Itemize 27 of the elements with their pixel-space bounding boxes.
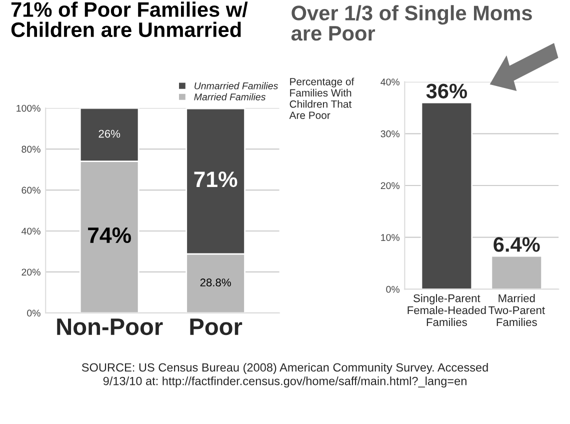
x-tick-label: Married Two-Parent Families [488, 294, 545, 326]
y-tick-label: 10% [381, 234, 400, 241]
x-tick-label: Non-Poor [57, 318, 163, 336]
y-tick-label: 40% [22, 228, 40, 235]
y-tick-label: 80% [22, 146, 40, 153]
legend-label: Married Families [194, 93, 266, 100]
chart-title: 71% of Poor Families w/ Children are Unmarried [11, 2, 248, 38]
y-tick-label: 0% [386, 286, 400, 293]
y-tick-label: 20% [22, 268, 40, 276]
chart-title: Over 1/3 of Single Moms are Poor [291, 5, 532, 41]
data-label: 36% [426, 84, 467, 98]
source-note: SOURCE: US Census Bureau (2008) American Community Survey. Accessed 9/13/10 at: http://factfinder.census.gov/home/saff/main.html?_lang=en [82, 362, 488, 388]
y-tick-label: 0% [27, 310, 40, 317]
y-axis-title: Percentage of Families With Children That Are Poor [289, 78, 354, 119]
y-tick-label: 100% [16, 104, 40, 112]
data-label: 6.4% [494, 237, 540, 252]
legend-label: Unmarried Families [194, 82, 278, 90]
y-tick-label: 40% [380, 78, 400, 86]
y-tick-label: 30% [380, 130, 400, 138]
y-tick-label: 60% [22, 186, 40, 194]
x-tick-label: Single-Parent Female-Headed Families [408, 294, 486, 326]
data-label: 71% [194, 172, 238, 188]
data-label: 28.8% [200, 278, 231, 286]
data-label: 74% [88, 227, 131, 244]
x-tick-label: Poor [190, 318, 242, 336]
y-tick-label: 20% [380, 182, 400, 190]
data-label: 26% [98, 130, 120, 138]
